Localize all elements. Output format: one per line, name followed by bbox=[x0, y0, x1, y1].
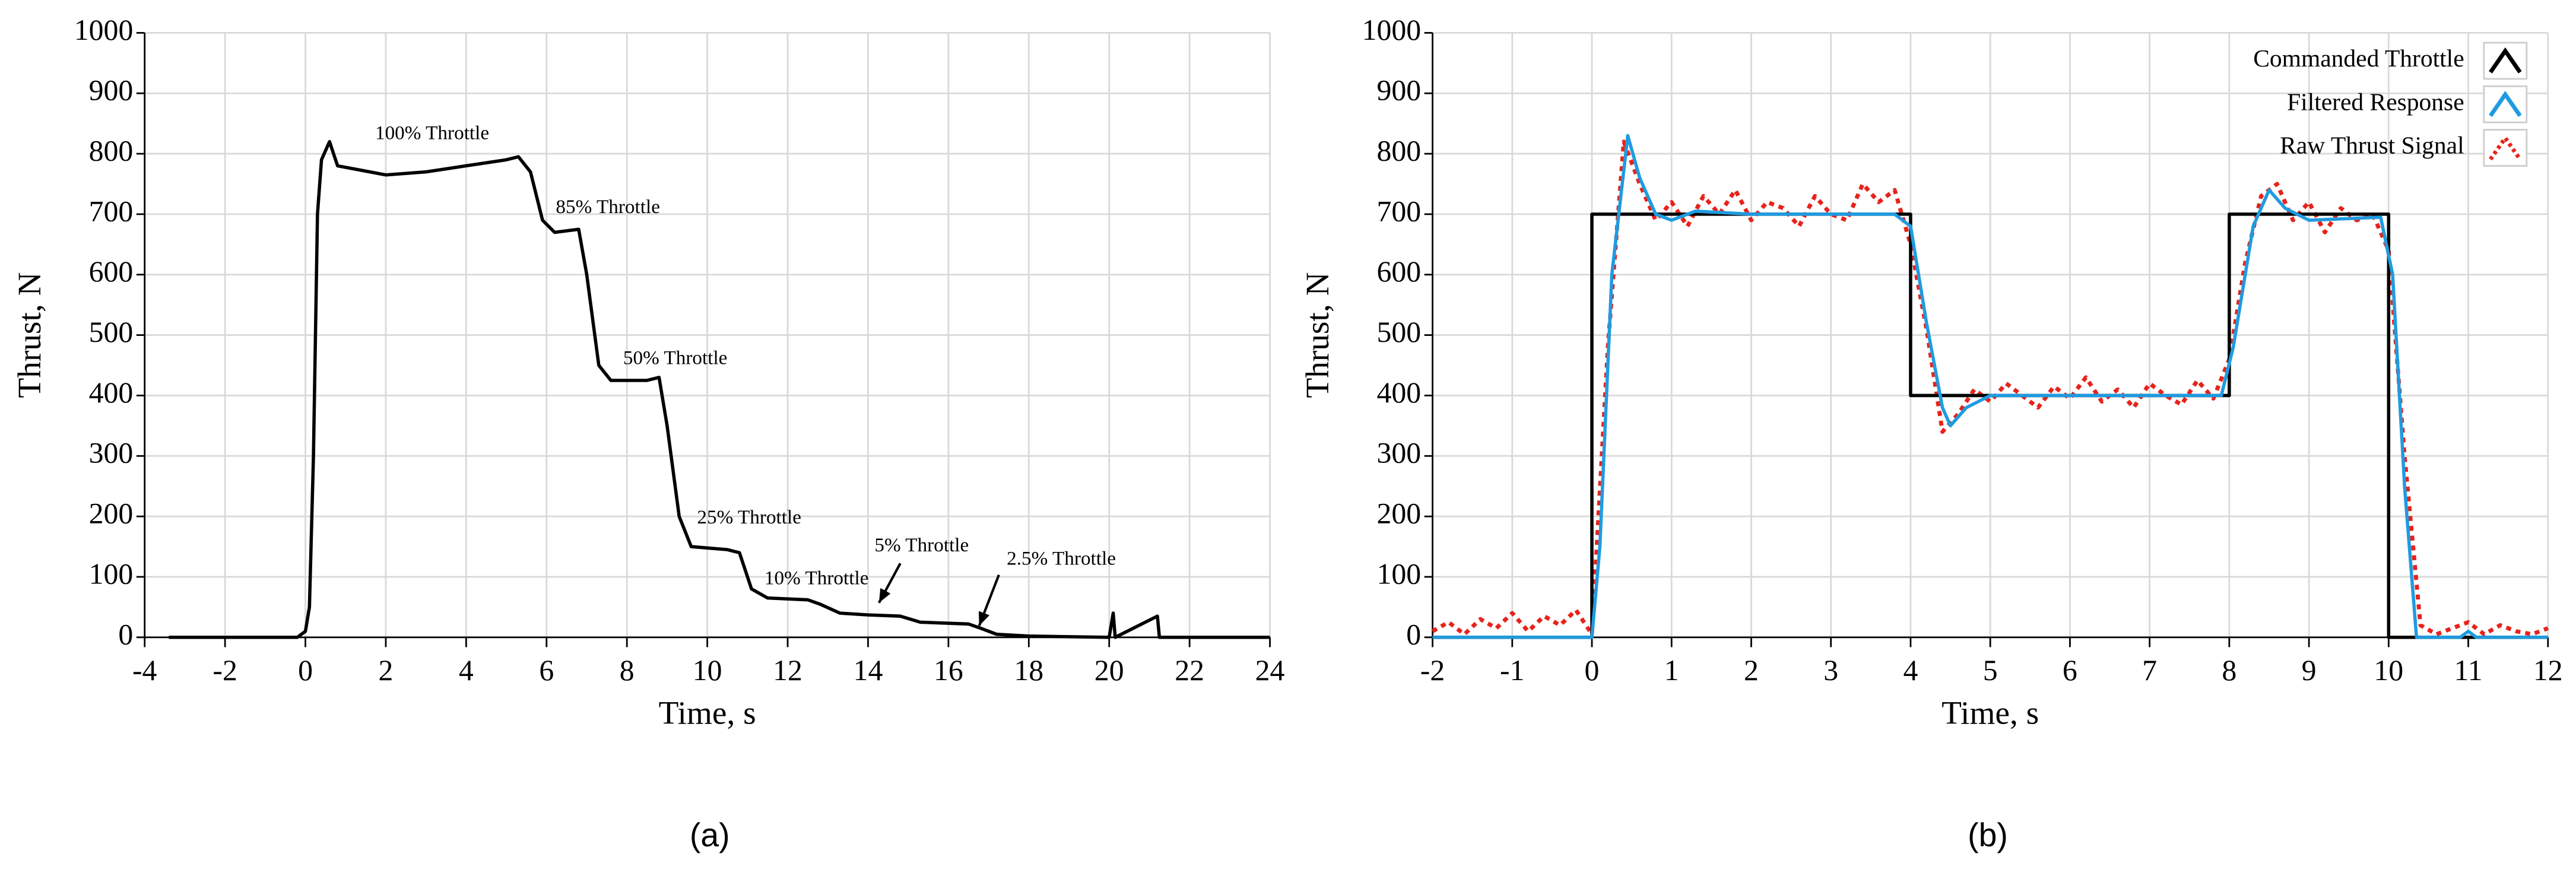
x-tick-label: 1 bbox=[1664, 654, 1679, 687]
y-tick-label: 500 bbox=[89, 316, 134, 348]
y-tick-label: 600 bbox=[89, 255, 134, 288]
x-tick-label: 6 bbox=[2063, 654, 2077, 687]
x-tick-label: -2 bbox=[212, 654, 237, 687]
y-tick-label: 900 bbox=[89, 74, 134, 107]
y-axis-label: Thrust, N bbox=[1299, 272, 1335, 398]
y-tick-label: 700 bbox=[1376, 195, 1421, 227]
x-tick-label: 20 bbox=[1095, 654, 1124, 687]
y-axis-label: Thrust, N bbox=[11, 272, 47, 398]
x-tick-label: 2 bbox=[1744, 654, 1759, 687]
y-tick-label: 800 bbox=[89, 134, 134, 167]
x-tick-label: 12 bbox=[773, 654, 802, 687]
annotation: 5% Throttle bbox=[874, 534, 969, 556]
y-tick-label: 400 bbox=[89, 376, 134, 409]
data-line bbox=[1432, 134, 2548, 639]
legend-box bbox=[2483, 85, 2528, 123]
x-tick-label: 6 bbox=[539, 654, 554, 687]
x-tick-label: 2 bbox=[379, 654, 394, 687]
caption: (a) bbox=[690, 817, 730, 853]
x-tick-label: -1 bbox=[1500, 654, 1524, 687]
y-tick-label: 100 bbox=[1376, 557, 1421, 590]
legend-label: Raw Thrust Signal bbox=[2280, 132, 2464, 159]
annotation: 25% Throttle bbox=[697, 506, 801, 528]
x-tick-label: 0 bbox=[298, 654, 313, 687]
x-tick-label: -4 bbox=[132, 654, 157, 687]
x-tick-label: 7 bbox=[2142, 654, 2157, 687]
x-tick-label: 9 bbox=[2302, 654, 2317, 687]
y-tick-label: 700 bbox=[89, 195, 134, 227]
x-axis-label: Time, s bbox=[1941, 694, 2039, 731]
y-tick-label: 900 bbox=[1376, 74, 1421, 107]
arrow-head bbox=[878, 588, 891, 603]
x-tick-label: 11 bbox=[2454, 654, 2483, 687]
legend-icon bbox=[2489, 91, 2522, 118]
x-tick-label: 4 bbox=[459, 654, 474, 687]
y-tick-label: 300 bbox=[89, 437, 134, 469]
x-tick-label: 8 bbox=[620, 654, 635, 687]
y-tick-label: 1000 bbox=[74, 14, 134, 46]
y-tick-label: 500 bbox=[1376, 316, 1421, 348]
x-tick-label: -2 bbox=[1420, 654, 1445, 687]
x-axis-label: Time, s bbox=[659, 694, 756, 731]
x-tick-label: 22 bbox=[1175, 654, 1204, 687]
legend-box bbox=[2483, 129, 2528, 167]
y-tick-label: 400 bbox=[1376, 376, 1421, 409]
annotation: 50% Throttle bbox=[623, 347, 728, 369]
annotation: 10% Throttle bbox=[764, 567, 869, 589]
x-tick-label: 0 bbox=[1585, 654, 1600, 687]
data-line bbox=[169, 139, 1270, 639]
annotation: 85% Throttle bbox=[556, 196, 660, 218]
x-tick-label: 16 bbox=[934, 654, 963, 687]
x-tick-label: 4 bbox=[1903, 654, 1918, 687]
y-tick-label: 0 bbox=[118, 618, 133, 650]
y-tick-label: 300 bbox=[1376, 437, 1421, 469]
x-tick-label: 3 bbox=[1823, 654, 1838, 687]
x-tick-label: 10 bbox=[2374, 654, 2403, 687]
legend-icon bbox=[2489, 134, 2522, 161]
y-tick-label: 1000 bbox=[1362, 14, 1422, 46]
y-tick-label: 200 bbox=[89, 497, 134, 530]
legend-icon bbox=[2489, 47, 2522, 74]
annotation: 100% Throttle bbox=[375, 122, 489, 144]
x-tick-label: 5 bbox=[1983, 654, 1998, 687]
y-tick-label: 100 bbox=[89, 557, 134, 590]
y-tick-label: 600 bbox=[1376, 255, 1421, 288]
legend-label: Filtered Response bbox=[2287, 88, 2464, 115]
x-tick-label: 8 bbox=[2222, 654, 2236, 687]
x-tick-label: 24 bbox=[1255, 654, 1285, 687]
caption: (b) bbox=[1968, 817, 2008, 853]
x-tick-label: 14 bbox=[854, 654, 883, 687]
x-tick-label: 12 bbox=[2533, 654, 2563, 687]
arrow-head bbox=[978, 611, 990, 626]
annotation: 2.5% Throttle bbox=[1007, 547, 1116, 569]
y-tick-label: 800 bbox=[1376, 134, 1421, 167]
x-tick-label: 18 bbox=[1014, 654, 1043, 687]
legend-label: Commanded Throttle bbox=[2253, 45, 2464, 72]
x-tick-label: 10 bbox=[693, 654, 722, 687]
y-tick-label: 0 bbox=[1406, 618, 1421, 650]
y-tick-label: 200 bbox=[1376, 497, 1421, 530]
